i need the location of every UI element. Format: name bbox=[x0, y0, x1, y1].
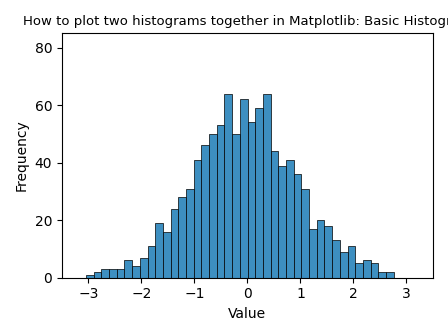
Bar bbox=[171, 209, 178, 278]
Bar bbox=[317, 220, 324, 278]
Bar bbox=[294, 174, 302, 278]
Bar bbox=[147, 246, 155, 278]
Bar bbox=[140, 258, 147, 278]
Bar bbox=[379, 272, 386, 278]
Bar bbox=[217, 125, 224, 278]
Bar bbox=[309, 229, 317, 278]
Y-axis label: Frequency: Frequency bbox=[15, 120, 29, 192]
Bar bbox=[178, 197, 186, 278]
Bar bbox=[194, 160, 202, 278]
Bar bbox=[386, 272, 394, 278]
Bar bbox=[109, 269, 117, 278]
Bar bbox=[255, 108, 263, 278]
Bar bbox=[340, 252, 348, 278]
Bar bbox=[302, 188, 309, 278]
Bar bbox=[271, 151, 278, 278]
Bar bbox=[86, 275, 94, 278]
Bar bbox=[363, 260, 370, 278]
Bar bbox=[370, 263, 379, 278]
Bar bbox=[355, 263, 363, 278]
Bar bbox=[248, 122, 255, 278]
Bar bbox=[324, 226, 332, 278]
Bar bbox=[101, 269, 109, 278]
Bar bbox=[117, 269, 125, 278]
Bar bbox=[263, 94, 271, 278]
Bar bbox=[332, 240, 340, 278]
Bar bbox=[132, 266, 140, 278]
Bar bbox=[163, 232, 171, 278]
Bar bbox=[94, 272, 101, 278]
Bar bbox=[224, 94, 232, 278]
Title: How to plot two histograms together in Matplotlib: Basic Histogram: How to plot two histograms together in M… bbox=[23, 15, 448, 28]
X-axis label: Value: Value bbox=[228, 307, 267, 321]
Bar bbox=[232, 134, 240, 278]
Bar bbox=[155, 223, 163, 278]
Bar bbox=[125, 260, 132, 278]
Bar bbox=[286, 160, 294, 278]
Bar bbox=[202, 145, 209, 278]
Bar bbox=[209, 134, 217, 278]
Bar bbox=[278, 166, 286, 278]
Bar bbox=[240, 99, 248, 278]
Bar bbox=[186, 188, 194, 278]
Bar bbox=[348, 246, 355, 278]
